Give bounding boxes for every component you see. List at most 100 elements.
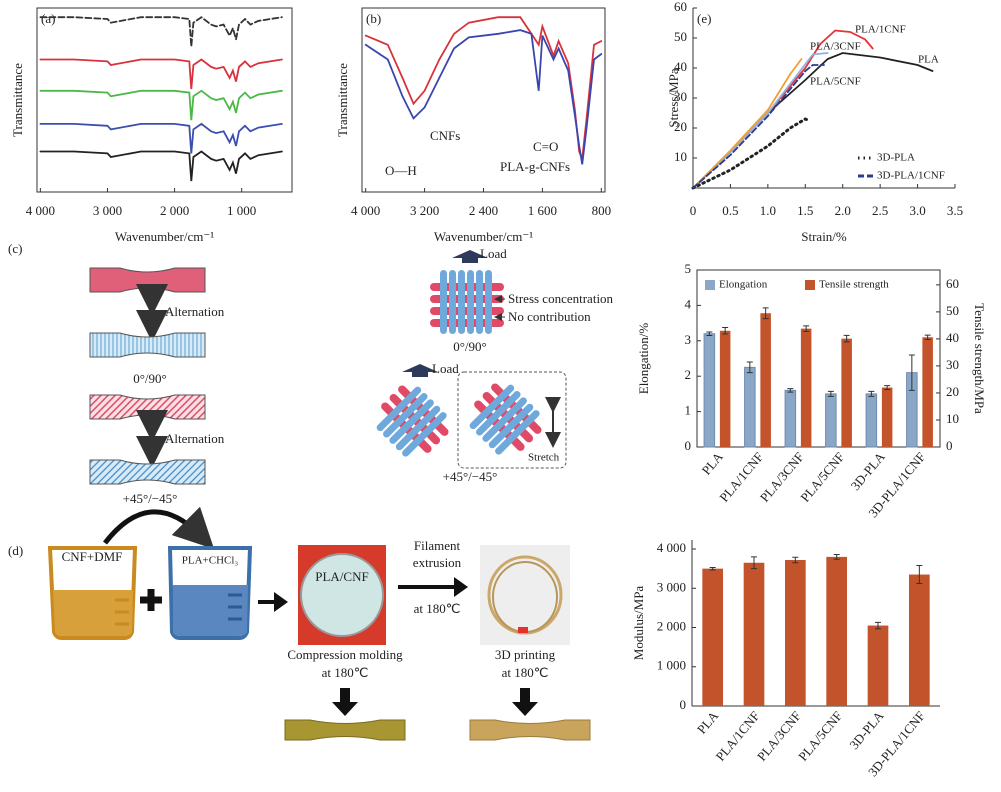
y-axis-label: Transmittance	[335, 63, 350, 137]
annotation: Stretch	[528, 452, 560, 464]
y-tick-label: 1	[685, 403, 692, 418]
bar	[760, 313, 771, 447]
x-axis-label: Strain/%	[801, 229, 847, 244]
x-tick-label: 4 000	[26, 203, 55, 218]
specimen	[89, 332, 206, 358]
diagram-d: (d) CNF+DMF PLA+CHCl₃ PLA/CNF Filament e…	[8, 506, 591, 741]
series-line	[692, 52, 934, 189]
error-bar	[787, 388, 794, 393]
y-tick-label: 10	[674, 149, 687, 164]
step-label: at 180℃	[502, 665, 549, 680]
annotation: C=O	[533, 139, 558, 154]
series-label: PLA/3CNF	[810, 41, 861, 53]
error-bar	[827, 390, 834, 397]
error-bar	[843, 334, 850, 343]
x-tick-label: 2.0	[835, 203, 851, 218]
specimen	[89, 267, 206, 293]
series-line	[692, 58, 803, 189]
arrow	[512, 688, 538, 716]
bar	[719, 330, 731, 447]
y-tick-label: 40	[674, 59, 687, 74]
bar	[785, 560, 806, 706]
specimen	[469, 719, 591, 741]
error-bar	[884, 385, 891, 390]
nozzle	[518, 627, 528, 633]
arrow	[103, 506, 215, 550]
sample	[300, 553, 384, 637]
y-tick-label: 3	[685, 332, 692, 347]
series-line	[39, 16, 283, 47]
bar	[702, 568, 723, 706]
specimen	[284, 719, 406, 741]
orientation: 0°/90°	[133, 371, 167, 386]
orientation: +45°/−45°	[123, 491, 178, 506]
bar	[784, 389, 797, 448]
lattice-0-90	[430, 250, 505, 334]
bar	[744, 366, 756, 448]
panel-label: (a)	[41, 11, 55, 26]
arrow	[258, 592, 288, 612]
error-bar	[868, 390, 875, 397]
series-line	[364, 16, 603, 160]
liquid	[173, 585, 248, 636]
x-tick-label: 3.0	[909, 203, 925, 218]
error-bar	[875, 621, 881, 630]
annotation: PLA-g-CNFs	[500, 159, 570, 174]
y-tick-label: 60	[674, 0, 687, 14]
series-label: PLA	[918, 54, 939, 66]
y2-axis-label: Tensile strength/MPa	[972, 303, 987, 414]
bar	[841, 338, 852, 447]
arrow	[332, 688, 358, 716]
orientation: 0°/90°	[453, 339, 487, 354]
x-tick-label: 1 000	[227, 203, 256, 218]
x-tick-label: 2.5	[872, 203, 888, 218]
x-tick-label: 0.5	[722, 203, 738, 218]
step-label: 3D printing	[495, 647, 556, 662]
bar	[825, 393, 837, 448]
y-axis-label: Modulus/MPa	[631, 586, 646, 661]
y-axis-label: Elongation/%	[636, 323, 651, 395]
error-bar	[751, 556, 757, 570]
x-axis-label: Wavenumber/cm⁻¹	[115, 229, 214, 244]
x-tick-label: 3.5	[947, 203, 963, 218]
y2-tick-label: 50	[946, 303, 959, 318]
panel-label: (b)	[366, 11, 381, 26]
legend-swatch	[705, 280, 715, 290]
x-tick-label: 3 200	[410, 203, 439, 218]
x-tick-label: 3D-PLA	[848, 449, 889, 493]
bar	[909, 574, 930, 706]
step-label: Filament	[414, 538, 461, 553]
series-line	[39, 89, 283, 121]
y-tick-label: 4	[685, 296, 692, 311]
y-tick-label: 50	[674, 29, 687, 44]
series-line	[39, 150, 283, 182]
y-tick-label: 4 000	[657, 540, 686, 555]
x-tick-label: 1.0	[760, 203, 776, 218]
series-label: PLA/1CNF	[855, 24, 906, 36]
specimen	[89, 394, 206, 420]
y2-tick-label: 30	[946, 357, 959, 372]
y2-tick-label: 10	[946, 411, 959, 426]
x-axis-label: Wavenumber/cm⁻¹	[434, 229, 533, 244]
bar	[867, 625, 889, 706]
plot-frame	[36, 7, 293, 193]
error-bar	[924, 334, 931, 340]
y2-tick-label: 0	[946, 438, 953, 453]
y-tick-label: 30	[674, 89, 687, 104]
x-tick-label: PLA	[694, 708, 722, 737]
x-tick-label: 3D-PLA	[846, 708, 887, 752]
panel-label: (c)	[8, 241, 22, 256]
alternation: Alternation	[165, 431, 225, 446]
x-tick-label: 1 600	[528, 203, 557, 218]
x-tick-label: 0	[690, 203, 697, 218]
error-bar	[833, 554, 840, 560]
error-bar	[803, 325, 810, 332]
bar	[865, 393, 878, 448]
y-tick-label: 2 000	[657, 618, 686, 633]
x-tick-label: 1.5	[797, 203, 813, 218]
y2-tick-label: 60	[946, 276, 959, 291]
liquid	[53, 590, 133, 636]
y2-tick-label: 40	[946, 330, 959, 345]
specimen	[89, 459, 206, 485]
graduations	[228, 593, 242, 621]
